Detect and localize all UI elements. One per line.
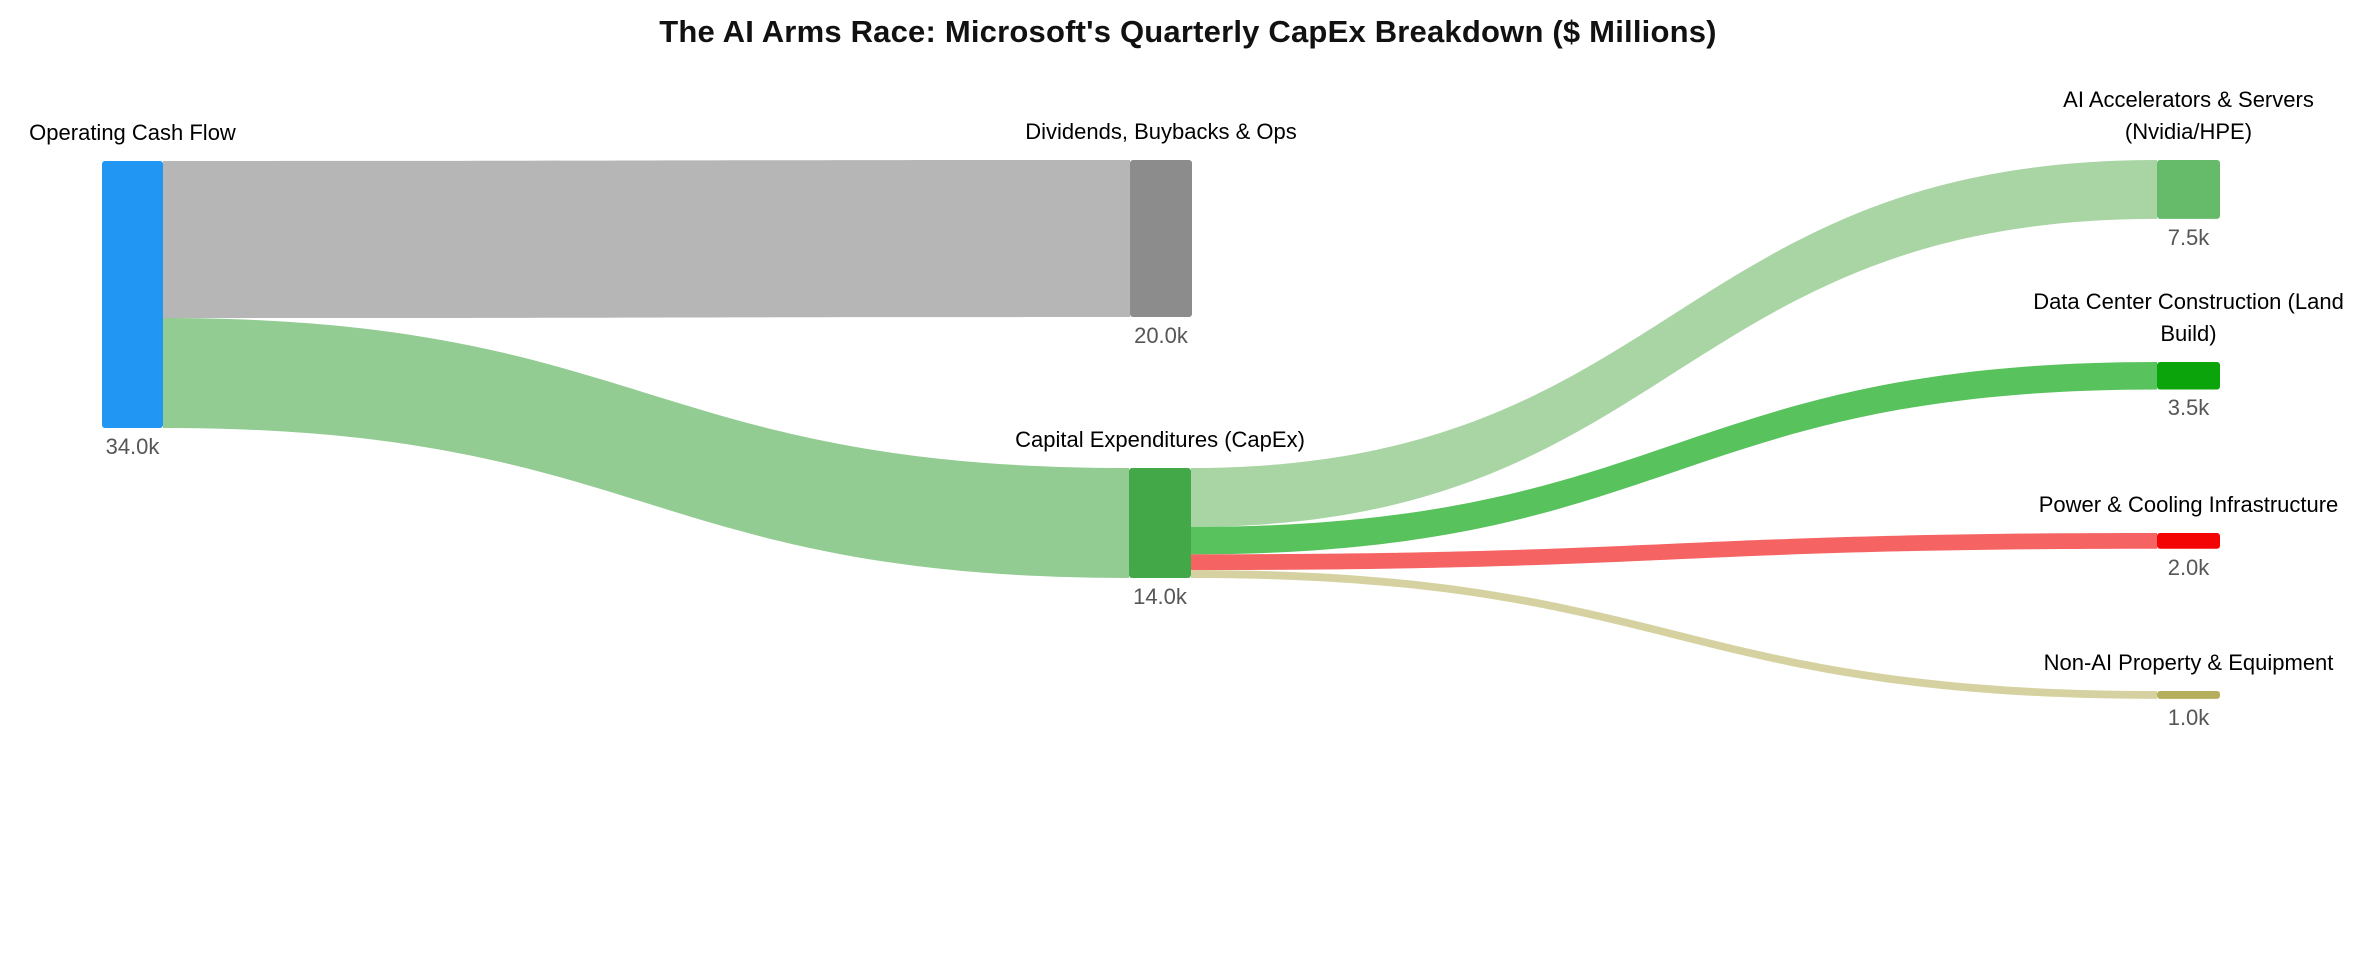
node-power_cooling[interactable] [2157, 533, 2220, 549]
node-non_ai_property[interactable] [2157, 691, 2220, 699]
node-label-dividends: Dividends, Buybacks & Ops [1025, 119, 1297, 144]
flow-capex-to-non_ai_property[interactable] [1191, 570, 2157, 699]
flow-ocf-to-capex[interactable] [163, 318, 1129, 578]
node-label-capex: Capital Expenditures (CapEx) [1015, 427, 1305, 452]
flow-ocf-to-dividends[interactable] [163, 160, 1130, 319]
node-label-power_cooling: Power & Cooling Infrastructure [2038, 492, 2339, 517]
node-dividends[interactable] [1130, 160, 1192, 318]
node-value-non_ai_property: 1.0k [2167, 704, 2210, 730]
node-label-data_center: Data Center Construction (Land Build) [2033, 289, 2344, 346]
node-label-non_ai_property: Non-AI Property & Equipment [2043, 650, 2334, 675]
node-value-data_center: 3.5k [2167, 395, 2210, 421]
node-value-ocf: 34.0k [105, 434, 160, 459]
node-label-ocf: Operating Cash Flow [29, 120, 236, 145]
node-value-dividends: 20.0k [1134, 323, 1188, 349]
node-ocf[interactable] [102, 161, 163, 429]
flow-capex-to-data_center[interactable] [1191, 362, 2157, 555]
node-value-power_cooling: 2.0k [2167, 554, 2210, 580]
node-value-capex: 14.0k [1133, 583, 1187, 609]
node-label-ai_accelerators: AI Accelerators & Servers (Nvidia/HPE) [2063, 87, 2314, 144]
node-value-ai_accelerators: 7.5k [2167, 224, 2210, 250]
node-data_center[interactable] [2157, 362, 2220, 390]
node-ai_accelerators[interactable] [2157, 160, 2220, 219]
flow-capex-to-power_cooling[interactable] [1191, 533, 2157, 571]
node-capex[interactable] [1129, 468, 1191, 578]
chart-title: The AI Arms Race: Microsoft's Quarterly … [659, 14, 1717, 49]
flow-capex-to-ai_accelerators[interactable] [1191, 160, 2157, 527]
